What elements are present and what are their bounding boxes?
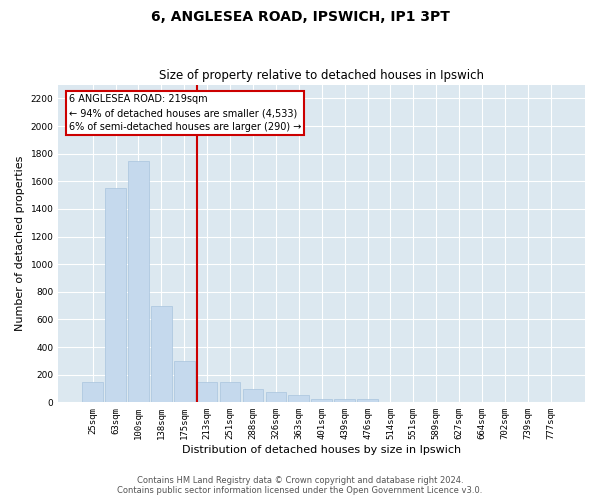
Text: 6, ANGLESEA ROAD, IPSWICH, IP1 3PT: 6, ANGLESEA ROAD, IPSWICH, IP1 3PT bbox=[151, 10, 449, 24]
X-axis label: Distribution of detached houses by size in Ipswich: Distribution of detached houses by size … bbox=[182, 445, 461, 455]
Bar bbox=[174, 361, 194, 403]
Text: Contains HM Land Registry data © Crown copyright and database right 2024.
Contai: Contains HM Land Registry data © Crown c… bbox=[118, 476, 482, 495]
Bar bbox=[266, 392, 286, 402]
Bar bbox=[311, 399, 332, 402]
Title: Size of property relative to detached houses in Ipswich: Size of property relative to detached ho… bbox=[159, 69, 484, 82]
Bar bbox=[197, 382, 217, 402]
Bar bbox=[105, 188, 126, 402]
Bar bbox=[151, 306, 172, 402]
Bar bbox=[128, 160, 149, 402]
Bar bbox=[357, 399, 378, 402]
Y-axis label: Number of detached properties: Number of detached properties bbox=[15, 156, 25, 331]
Bar bbox=[220, 382, 241, 402]
Text: 6 ANGLESEA ROAD: 219sqm
← 94% of detached houses are smaller (4,533)
6% of semi-: 6 ANGLESEA ROAD: 219sqm ← 94% of detache… bbox=[69, 94, 301, 132]
Bar bbox=[82, 382, 103, 402]
Bar bbox=[334, 399, 355, 402]
Bar bbox=[242, 388, 263, 402]
Bar bbox=[289, 396, 309, 402]
